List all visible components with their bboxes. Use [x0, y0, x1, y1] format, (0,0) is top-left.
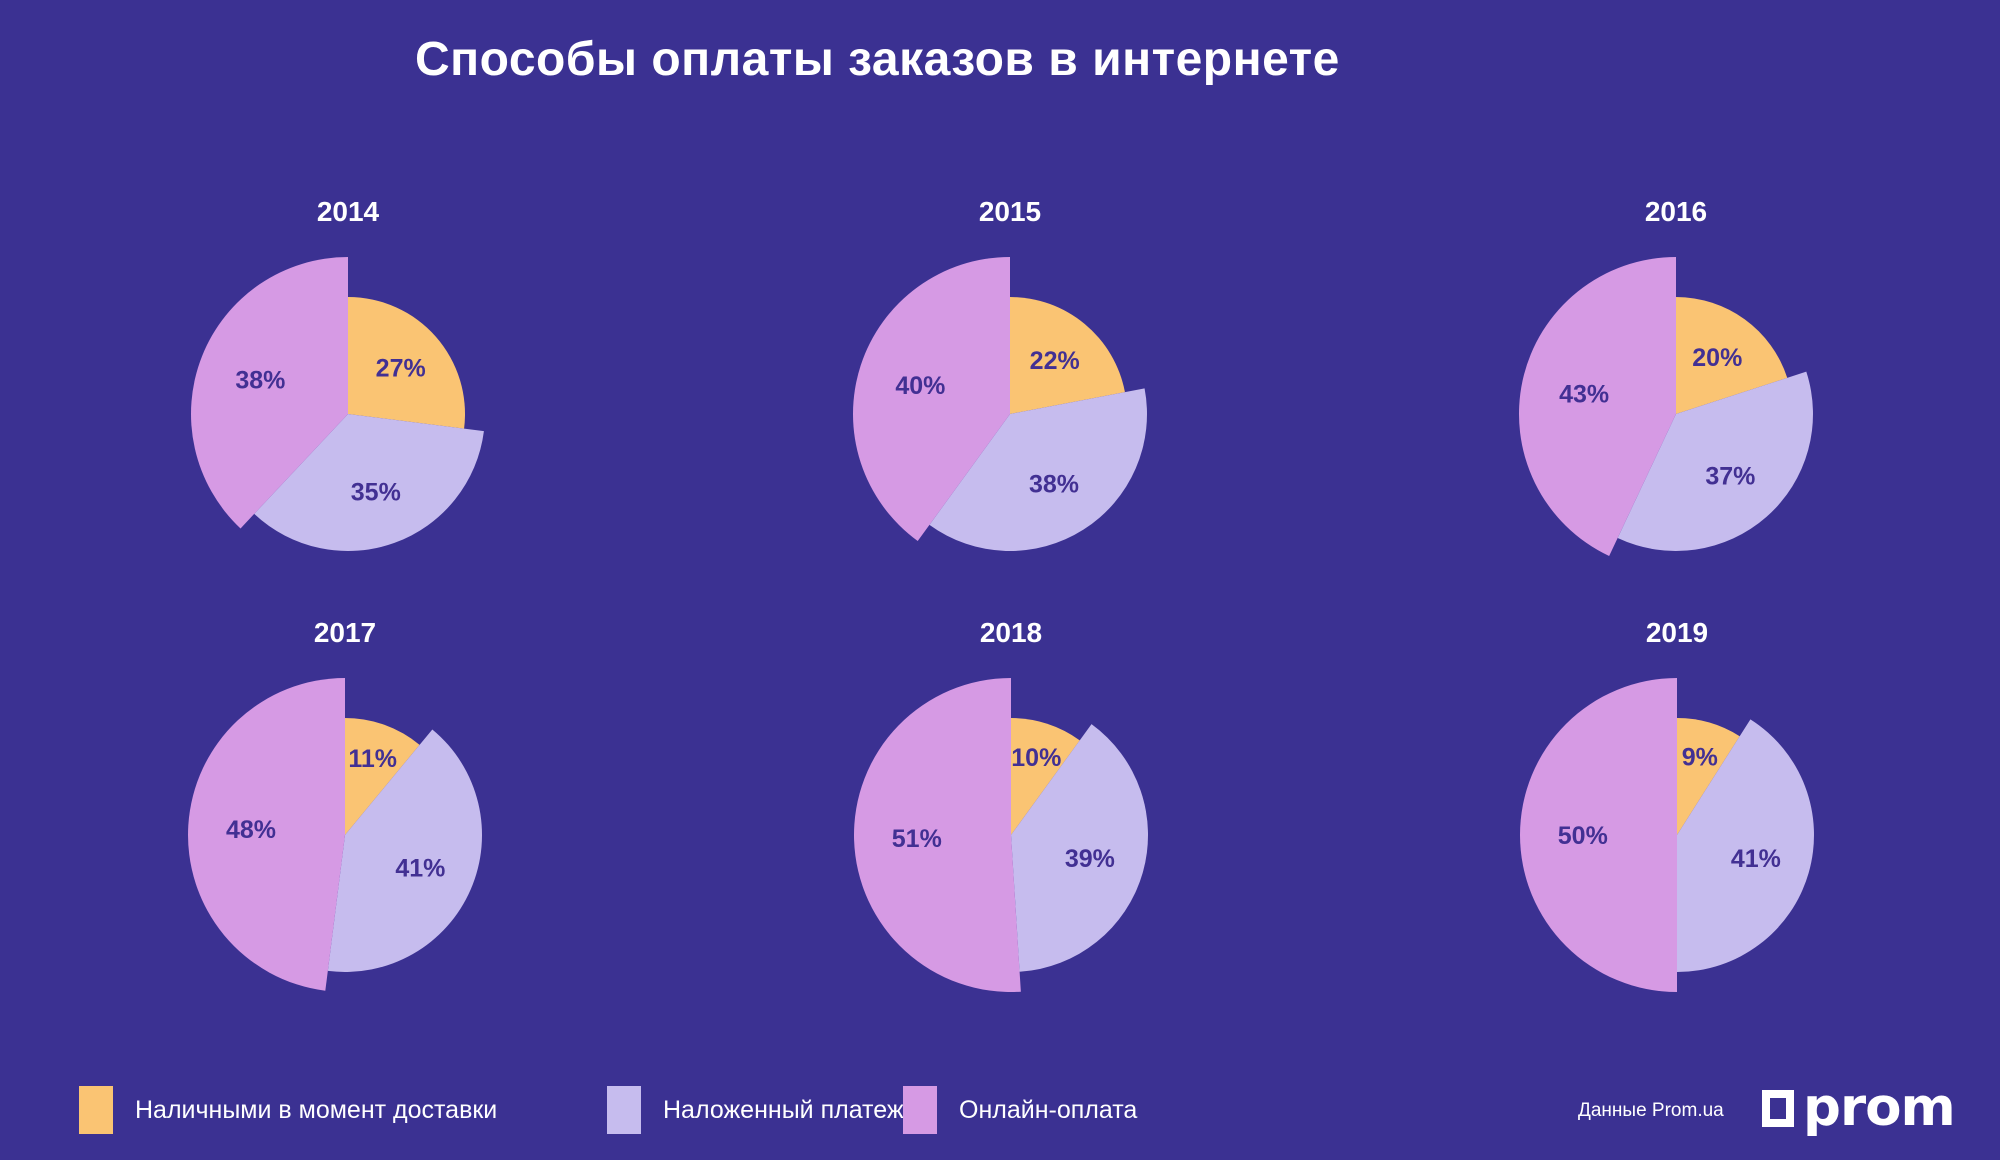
pie-value-label-cod: 35%: [351, 478, 401, 506]
prom-logo: prom: [1762, 1077, 1956, 1138]
data-source-note: Данные Prom.ua: [1578, 1100, 1724, 1121]
pie-value-label-online: 50%: [1558, 822, 1608, 850]
legend-item-cod: Наложенный платеж: [607, 1086, 904, 1134]
year-label-2016: 2016: [1644, 196, 1708, 227]
pie-slice-online: [853, 678, 1021, 992]
pie-svg-2018: 10% 39% 51%: [853, 678, 1149, 992]
pie-svg-2015: 22% 38% 40%: [852, 257, 1147, 552]
year-label-2014: 2014: [316, 196, 380, 227]
page-title: Способы оплаты заказов в интернете: [415, 33, 1340, 86]
pie-value-label-online: 51%: [892, 825, 942, 853]
year-label-2015: 2015: [978, 196, 1042, 227]
pie-slice-cash: [1677, 718, 1740, 835]
pie-value-label-cash: 11%: [348, 745, 397, 773]
pie-slice-cod: [254, 414, 484, 551]
pie-slice-cod: [327, 729, 483, 973]
legend-item-online: Онлайн-оплата: [903, 1086, 1137, 1134]
pie-value-label-online: 40%: [895, 372, 945, 400]
pie-chart-2017: 2017 11% 41% 48%: [175, 619, 515, 1005]
pie-chart-2015: 2015 22% 38% 40%: [840, 198, 1180, 584]
pie-value-label-cod: 38%: [1029, 470, 1079, 498]
legend-label-online: Онлайн-оплата: [959, 1095, 1138, 1124]
pie-svg-2014: 27% 35% 38%: [191, 257, 484, 551]
year-label-2019: 2019: [1645, 617, 1709, 648]
pie-slice-online: [191, 257, 348, 529]
pie-value-label-cash: 9%: [1682, 743, 1718, 771]
pie-chart-2019: 2019 9% 41% 50%: [1507, 619, 1847, 1005]
pie-chart-2014: 2014 27% 35% 38%: [178, 198, 518, 584]
legend: Наличными в момент доставки Наложенный п…: [0, 1086, 2000, 1134]
legend-swatch-cash: [79, 1086, 113, 1134]
pie-slice-online: [1518, 257, 1676, 557]
legend-item-cash: Наличными в момент доставки: [79, 1086, 497, 1134]
pie-value-label-online: 38%: [235, 366, 285, 394]
pie-value-label-online: 43%: [1559, 381, 1609, 409]
prom-logo-text: prom: [1803, 1077, 1956, 1138]
pie-slice-cod: [929, 388, 1147, 552]
year-label-2018: 2018: [979, 617, 1043, 648]
pie-slice-cash: [1010, 297, 1125, 414]
pie-value-label-online: 48%: [226, 816, 276, 844]
prom-square-icon: [1762, 1089, 1794, 1127]
pie-value-label-cash: 10%: [1011, 744, 1061, 772]
legend-label-cash: Наличными в момент доставки: [135, 1095, 498, 1124]
year-label-2017: 2017: [313, 617, 377, 648]
pie-slice-cash: [1676, 297, 1788, 414]
pie-value-label-cash: 27%: [376, 355, 426, 383]
pie-slice-online: [852, 257, 1010, 542]
pie-value-label-cash: 22%: [1030, 347, 1080, 375]
pie-svg-2017: 11% 41% 48%: [188, 678, 483, 991]
pie-chart-2016: 2016 20% 37% 43%: [1506, 198, 1846, 584]
pie-slice-cash: [1011, 718, 1080, 835]
pie-slice-cash: [345, 718, 420, 835]
legend-swatch-online: [903, 1086, 937, 1134]
pie-slice-cod: [1011, 724, 1149, 972]
pie-value-label-cod: 37%: [1705, 463, 1755, 491]
legend-label-cod: Наложенный платеж: [663, 1095, 904, 1124]
pie-value-label-cod: 39%: [1065, 845, 1115, 873]
pie-slice-cod: [1677, 719, 1814, 972]
pie-chart-2018: 2018 10% 39% 51%: [841, 619, 1181, 1005]
pie-svg-2016: 20% 37% 43%: [1518, 257, 1813, 557]
pie-slice-online: [1520, 678, 1677, 992]
pie-slice-cod: [1617, 371, 1813, 551]
pie-slice-online: [188, 678, 345, 991]
pie-value-label-cod: 41%: [395, 855, 445, 883]
pie-value-label-cod: 41%: [1731, 845, 1781, 873]
legend-swatch-cod: [607, 1086, 641, 1134]
pie-value-label-cash: 20%: [1692, 344, 1742, 372]
pie-slice-cash: [348, 297, 466, 429]
pie-svg-2019: 9% 41% 50%: [1520, 678, 1814, 992]
